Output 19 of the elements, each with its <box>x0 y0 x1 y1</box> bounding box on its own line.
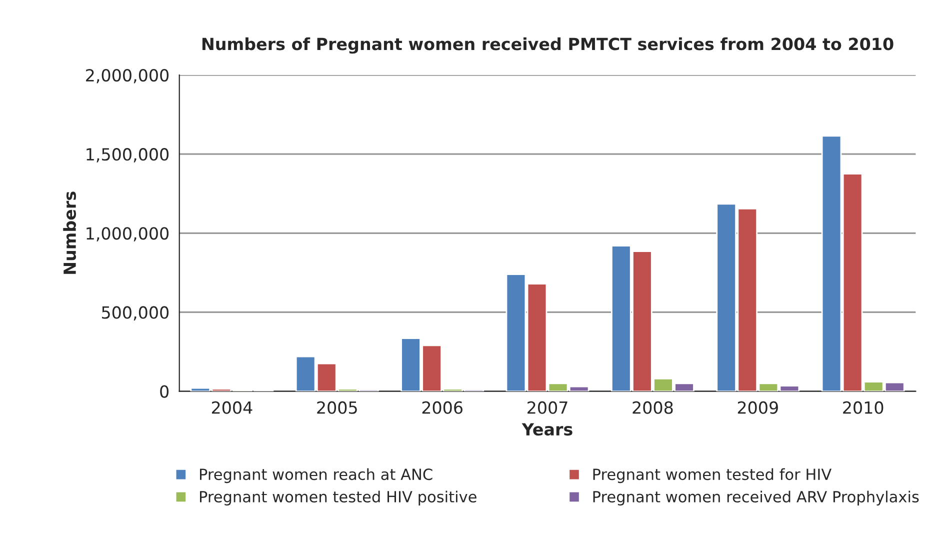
x-tick-label: 2004 <box>212 401 252 414</box>
x-tick-label: 2008 <box>632 401 673 414</box>
y-tick-label: 0 <box>160 385 169 398</box>
x-tick-label: 2010 <box>843 401 884 414</box>
chart-title: Numbers of Pregnant women received PMTCT services from 2004 to 2010 <box>202 37 894 54</box>
y-tick-label: 1,500,000 <box>86 148 169 162</box>
x-tick-label: 2006 <box>422 401 462 414</box>
legend-label: Pregnant women received ARV Prophylaxis <box>593 490 919 506</box>
y-tick-label: 1,000,000 <box>86 227 169 242</box>
x-tick-label: 2005 <box>317 401 357 414</box>
y-axis-title: Numbers <box>63 192 76 274</box>
y-tick-label: 500,000 <box>102 306 169 320</box>
x-tick-label: 2007 <box>528 401 568 414</box>
legend-label: Pregnant women tested for HIV <box>593 468 832 484</box>
x-tick-label: 2009 <box>738 401 778 414</box>
legend-label: Pregnant women reach at ANC <box>200 468 432 484</box>
legend-label: Pregnant women tested HIV positive <box>200 490 476 506</box>
x-axis-title: Years <box>522 423 572 436</box>
y-tick-label: 2,000,000 <box>86 69 169 84</box>
